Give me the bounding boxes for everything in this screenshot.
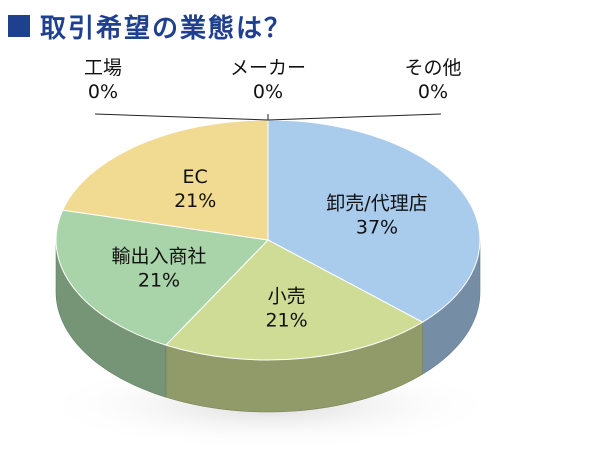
slice-0-top: [267, 119, 481, 323]
slice-6-leader-line: [267, 113, 442, 121]
slice-0-name-label: 卸売/代理店: [326, 192, 427, 214]
slice-5-value-label: 0%: [253, 81, 283, 103]
slice-5-name-label: メーカー: [230, 57, 306, 79]
slice-2-value-label: 21%: [138, 270, 180, 292]
chart-title-text: 取引希望の業態は？: [40, 13, 293, 44]
slice-0-value-label: 37%: [356, 216, 398, 238]
slice-4-leader-line: [94, 113, 269, 121]
slice-1-name-label: 小売: [268, 285, 306, 307]
slice-3-top: [61, 119, 269, 241]
slice-4-value-label: 0%: [88, 81, 118, 103]
slice-labels: 卸売/代理店37%小売21%輸出入商社21%EC21%工場0%メーカー0%その他…: [84, 57, 462, 331]
leader-lines: [94, 113, 442, 121]
slice-2-name-label: 輸出入商社: [111, 246, 206, 268]
slice-6-value-label: 0%: [418, 81, 448, 103]
slice-3-value-label: 21%: [174, 190, 216, 212]
slice-2-top: [55, 209, 270, 346]
slice-1-top: [164, 239, 424, 361]
slice-3-name-label: EC: [183, 166, 208, 188]
pie-tops: [55, 119, 481, 361]
title-square-icon: [8, 15, 30, 37]
slice-4-name-label: 工場: [84, 57, 122, 79]
slice-1-value-label: 21%: [265, 309, 307, 331]
chart-title: 取引希望の業態は？: [8, 8, 292, 44]
slice-6-name-label: その他: [404, 57, 461, 79]
